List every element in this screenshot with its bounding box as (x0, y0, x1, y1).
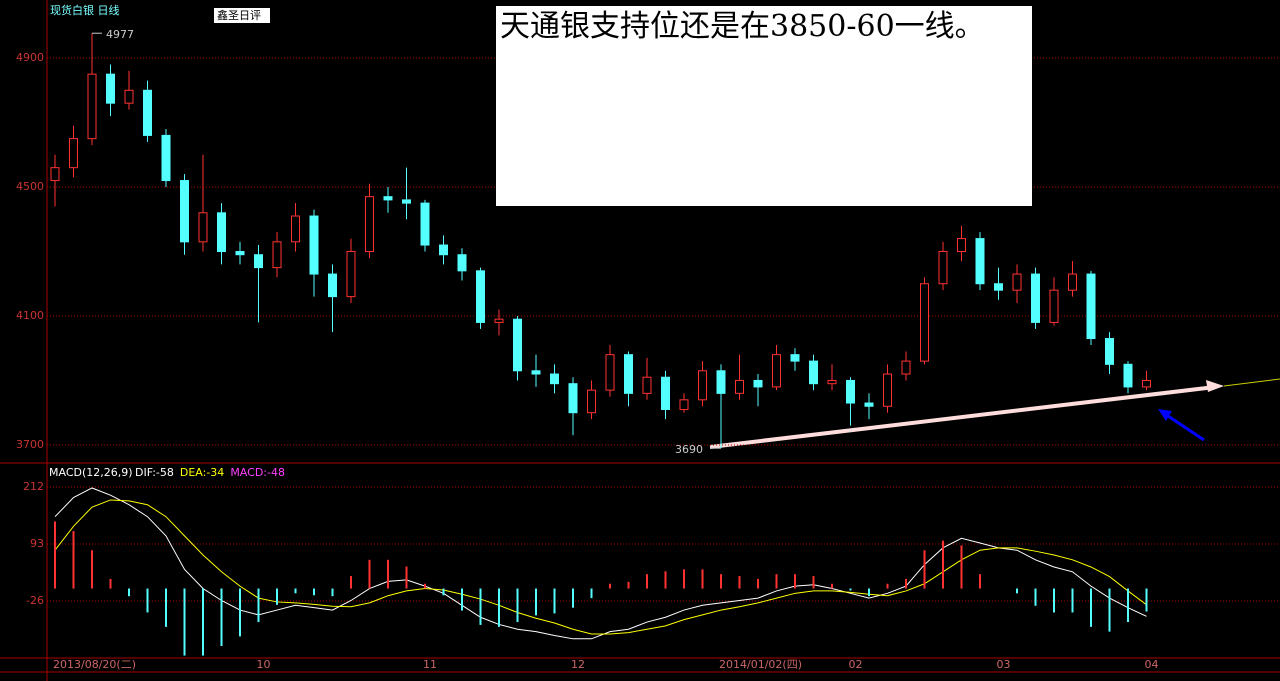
candle-body (698, 370, 707, 401)
candle-body (254, 254, 263, 269)
macd-line (54, 487, 1147, 640)
candle-body (235, 250, 245, 256)
macd-line (54, 499, 1147, 635)
candle-body (531, 370, 541, 375)
y-tick-label: 4100 (16, 309, 44, 322)
y-tick-label: -26 (26, 594, 44, 607)
candle-body (1123, 363, 1133, 388)
candle-body (975, 238, 985, 285)
candle-body (846, 379, 855, 404)
candle-body (476, 270, 485, 323)
candle-body (365, 196, 374, 252)
y-tick-label: 3700 (16, 438, 44, 451)
chart-title: 现货白银 日线 (50, 3, 120, 17)
candle-body (994, 283, 1003, 291)
x-tick-label: 10 (257, 658, 271, 671)
candle-body (1049, 289, 1059, 323)
indicator-label: MACD(12,26,9) (49, 466, 133, 479)
candle-body (772, 354, 781, 388)
trend-extension (1223, 378, 1280, 387)
x-tick-label: 11 (423, 658, 437, 671)
y-tick-label: 4900 (16, 51, 44, 64)
candle-body (864, 402, 874, 407)
candle-body (402, 199, 411, 204)
x-tick-label: 2013/08/20(二) (53, 658, 136, 671)
y-tick-label: 4500 (16, 180, 44, 193)
candle-body (494, 318, 504, 323)
legend-entry: DEA:-34 (180, 466, 224, 479)
candle-body (809, 360, 818, 385)
candle-body (901, 360, 911, 375)
candle-body (291, 215, 300, 243)
candle-body (439, 244, 448, 256)
candle-body (69, 138, 78, 169)
candle-body (568, 383, 578, 414)
pointer-head (1158, 409, 1172, 421)
x-tick-label: 03 (997, 658, 1011, 671)
candle-body (1068, 273, 1077, 291)
candle-body (587, 389, 596, 414)
legend-entry: DIF:-58 (135, 466, 174, 479)
candle-body (513, 318, 522, 372)
candle-body (753, 379, 763, 388)
candle-body (180, 180, 189, 243)
trend-line (709, 385, 1216, 449)
pointer-arrow (1167, 414, 1205, 442)
candle-body (87, 73, 97, 140)
candle-body (50, 167, 60, 182)
candle-body (938, 250, 948, 285)
candle-body (624, 354, 633, 394)
candle-body (920, 283, 929, 362)
tag-box (214, 8, 270, 23)
arrow-head (1206, 380, 1224, 392)
annotation: 天通银支持位还是在3850-60一线。 (496, 6, 1032, 206)
candle-body (272, 241, 282, 269)
candle-body (1086, 273, 1096, 340)
candle-body (735, 379, 744, 394)
candle-body (827, 379, 837, 385)
candle-body (124, 89, 134, 104)
candle-body (642, 376, 652, 394)
candle-body (457, 254, 467, 272)
candle-body (346, 250, 356, 298)
candle-body (1105, 338, 1114, 365)
candle-body (957, 238, 966, 252)
candle-body (106, 73, 115, 104)
x-tick-label: 2014/01/02(四) (719, 658, 802, 671)
candle-body (328, 273, 337, 298)
candle-body (716, 370, 726, 394)
y-tick-label: 93 (30, 537, 44, 550)
candle-body (1031, 273, 1040, 323)
x-tick-label: 04 (1145, 658, 1159, 671)
candle-body (143, 89, 152, 136)
candle-body (679, 399, 689, 410)
candle-body (217, 212, 226, 252)
legend-entry: MACD:-48 (230, 466, 285, 479)
candle-body (309, 215, 319, 275)
candle-body (605, 354, 615, 391)
extreme-label: 3690 (675, 443, 703, 456)
extreme-label: 4977 (106, 28, 134, 41)
x-tick-label: 12 (571, 658, 585, 671)
candle-body (550, 373, 559, 385)
candle-body (883, 373, 892, 407)
candle-body (198, 212, 208, 243)
candle-body (661, 376, 670, 410)
y-tick-label: 212 (23, 480, 44, 493)
candle-body (1012, 273, 1022, 291)
tag: 鑫圣日评 (217, 8, 261, 22)
candle-body (420, 202, 430, 246)
candle-body (383, 196, 393, 201)
candle-body (161, 134, 171, 182)
candle-body (1142, 379, 1151, 388)
candle-body (790, 354, 800, 362)
x-tick-label: 02 (849, 658, 863, 671)
